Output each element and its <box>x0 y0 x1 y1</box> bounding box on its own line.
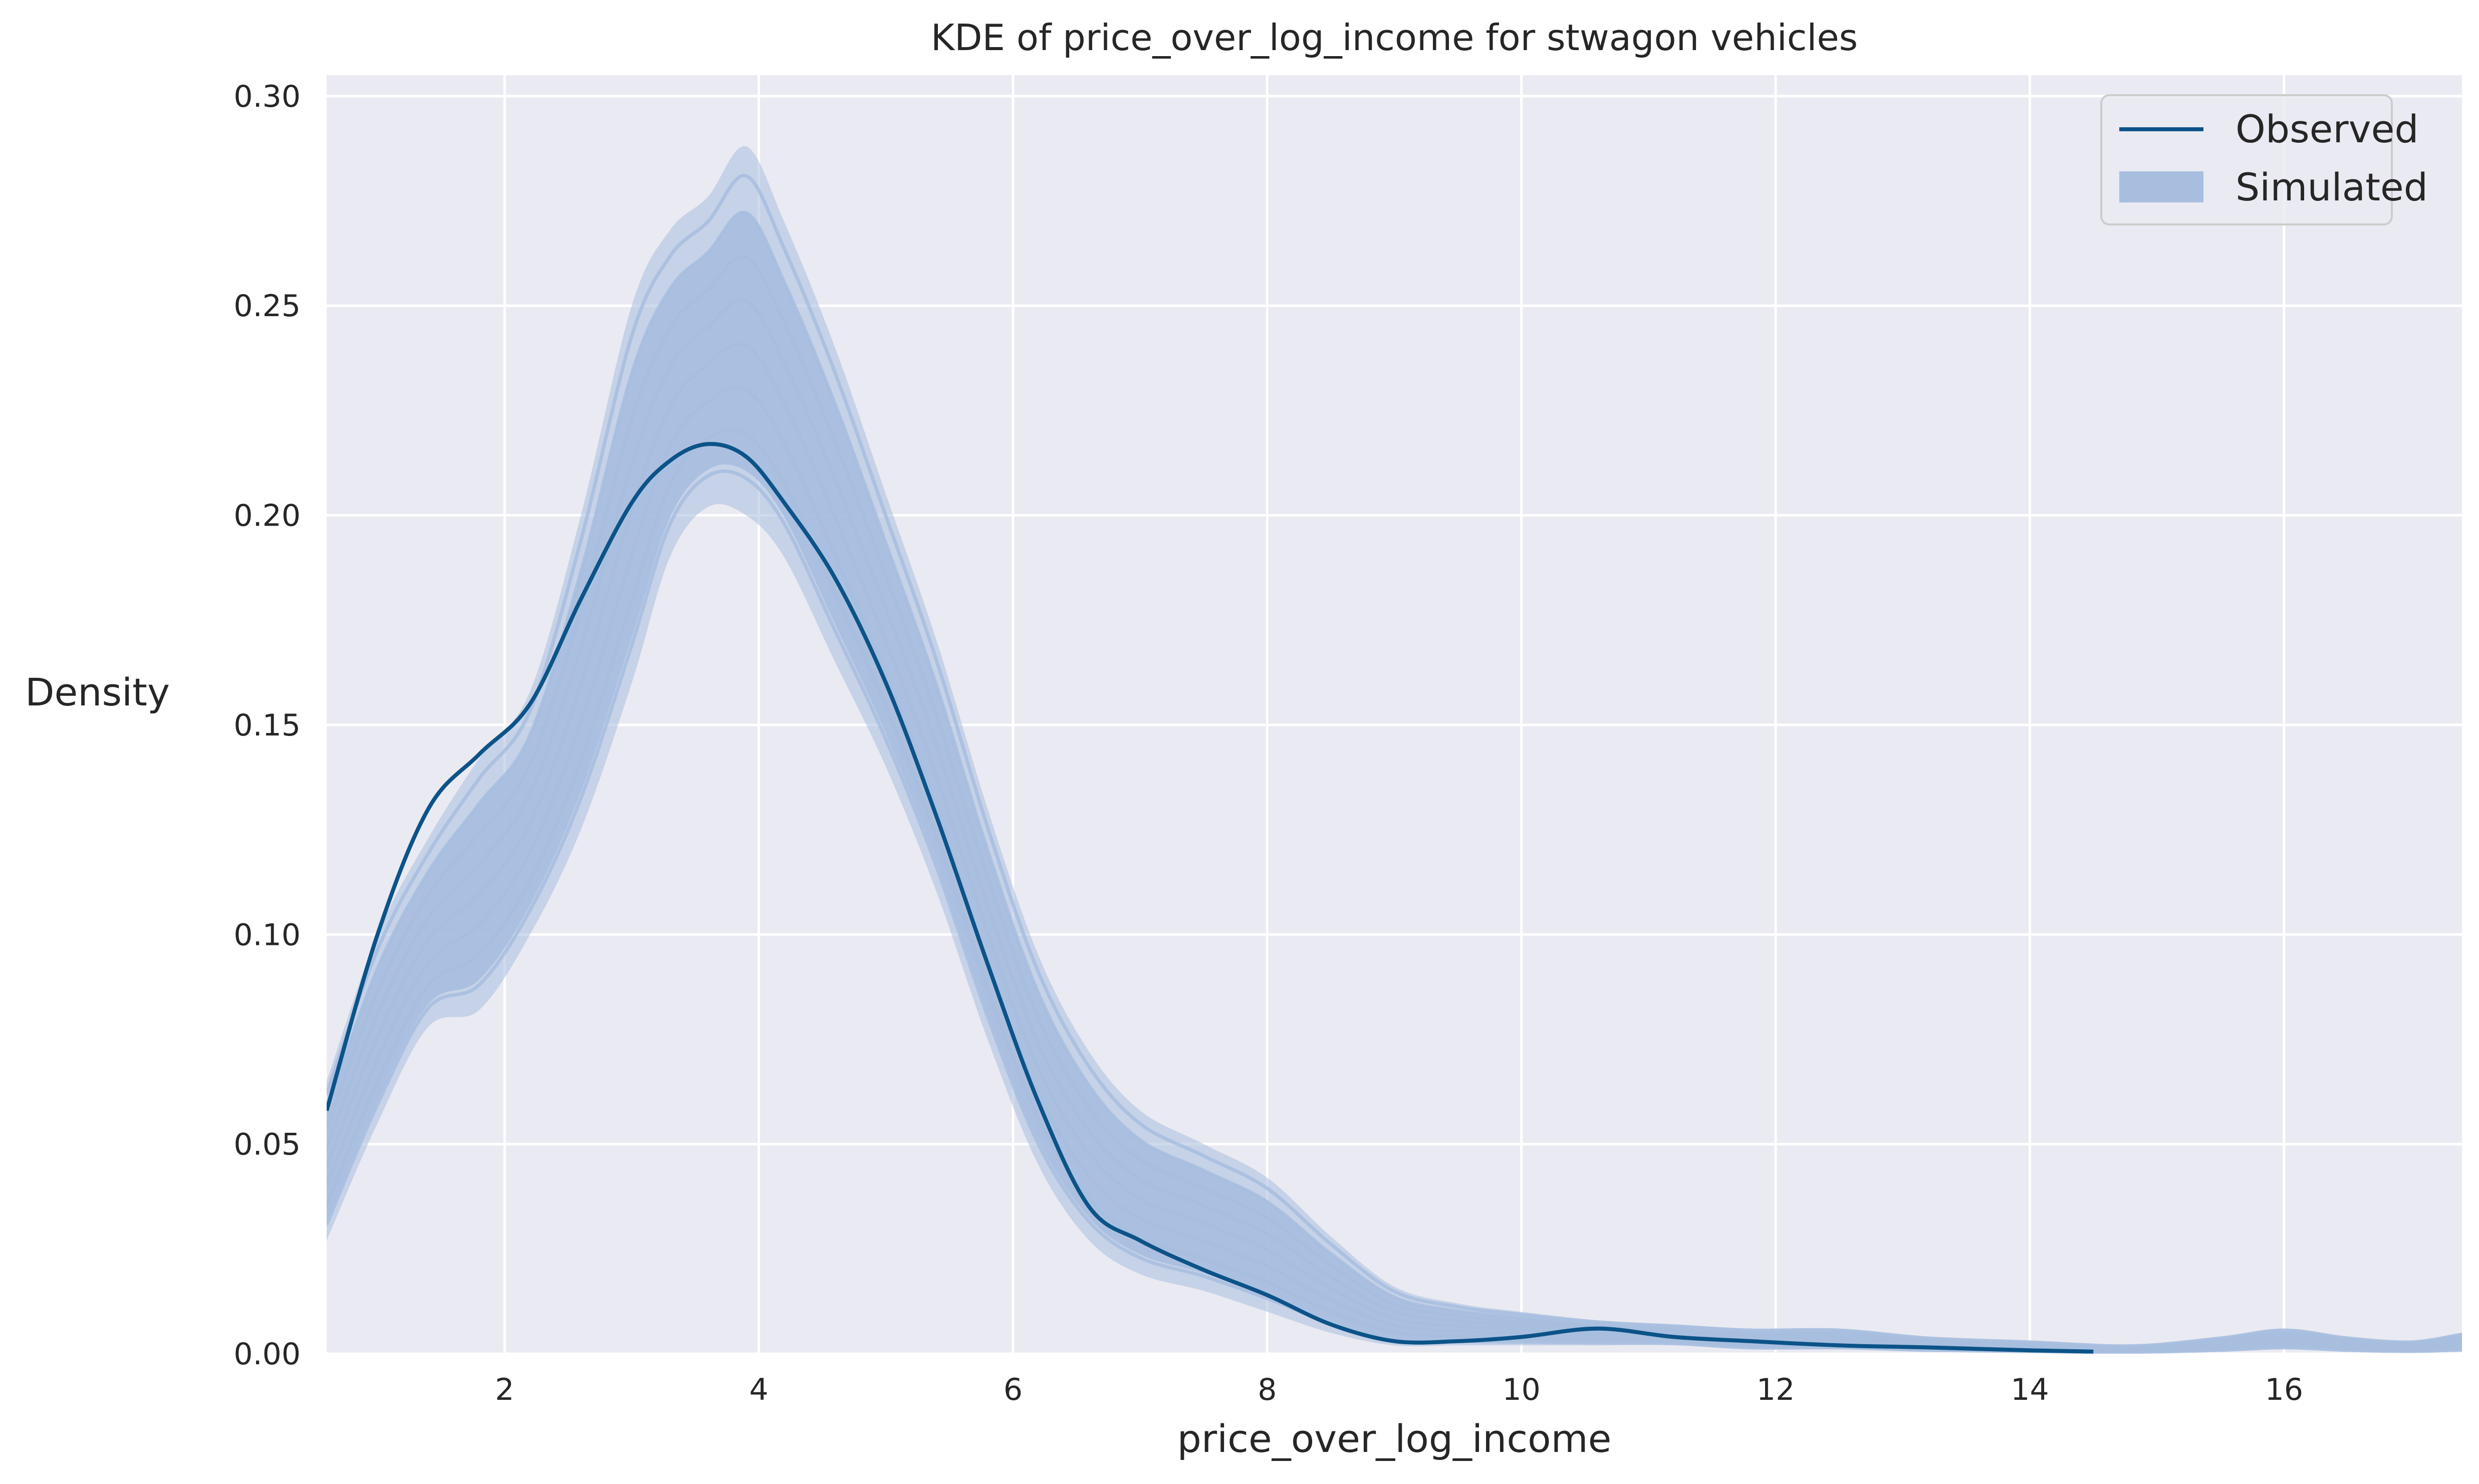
simulated-band-core <box>327 212 2462 1352</box>
y-tick-label: 0.05 <box>233 1127 301 1162</box>
y-axis-ticks: 0.00 0.05 0.10 0.15 0.20 0.25 0.30 <box>233 79 301 1372</box>
observed-series <box>327 442 2094 1354</box>
y-tick-label: 0.15 <box>233 708 301 743</box>
chart-title: KDE of price_over_log_income for stwagon… <box>931 17 1858 59</box>
y-tick-label: 0.30 <box>233 79 301 114</box>
observed-kde-line <box>327 442 2094 1354</box>
legend-observed-label: Observed <box>2236 107 2419 151</box>
x-tick-label: 16 <box>2265 1372 2303 1407</box>
y-tick-label: 0.20 <box>233 499 301 534</box>
y-tick-label: 0.10 <box>233 917 301 952</box>
legend: Observed Simulated <box>2100 94 2428 225</box>
x-tick-label: 6 <box>1004 1372 1023 1407</box>
x-tick-label: 2 <box>495 1372 514 1407</box>
x-tick-label: 4 <box>749 1372 768 1407</box>
x-tick-label: 12 <box>1757 1372 1795 1407</box>
legend-simulated-swatch <box>2119 171 2203 202</box>
x-tick-label: 10 <box>1503 1372 1541 1407</box>
x-axis-label: price_over_log_income <box>1177 1416 1612 1461</box>
y-tick-label: 0.25 <box>233 289 301 324</box>
simulated-kde-line <box>327 174 2462 1348</box>
x-tick-label: 8 <box>1258 1372 1277 1407</box>
legend-simulated-label: Simulated <box>2236 165 2428 209</box>
y-axis-label: Density <box>25 670 170 714</box>
y-tick-label: 0.00 <box>233 1337 301 1372</box>
x-tick-label: 14 <box>2011 1372 2049 1407</box>
x-axis-ticks: 2 4 6 8 10 12 14 16 <box>495 1372 2303 1407</box>
